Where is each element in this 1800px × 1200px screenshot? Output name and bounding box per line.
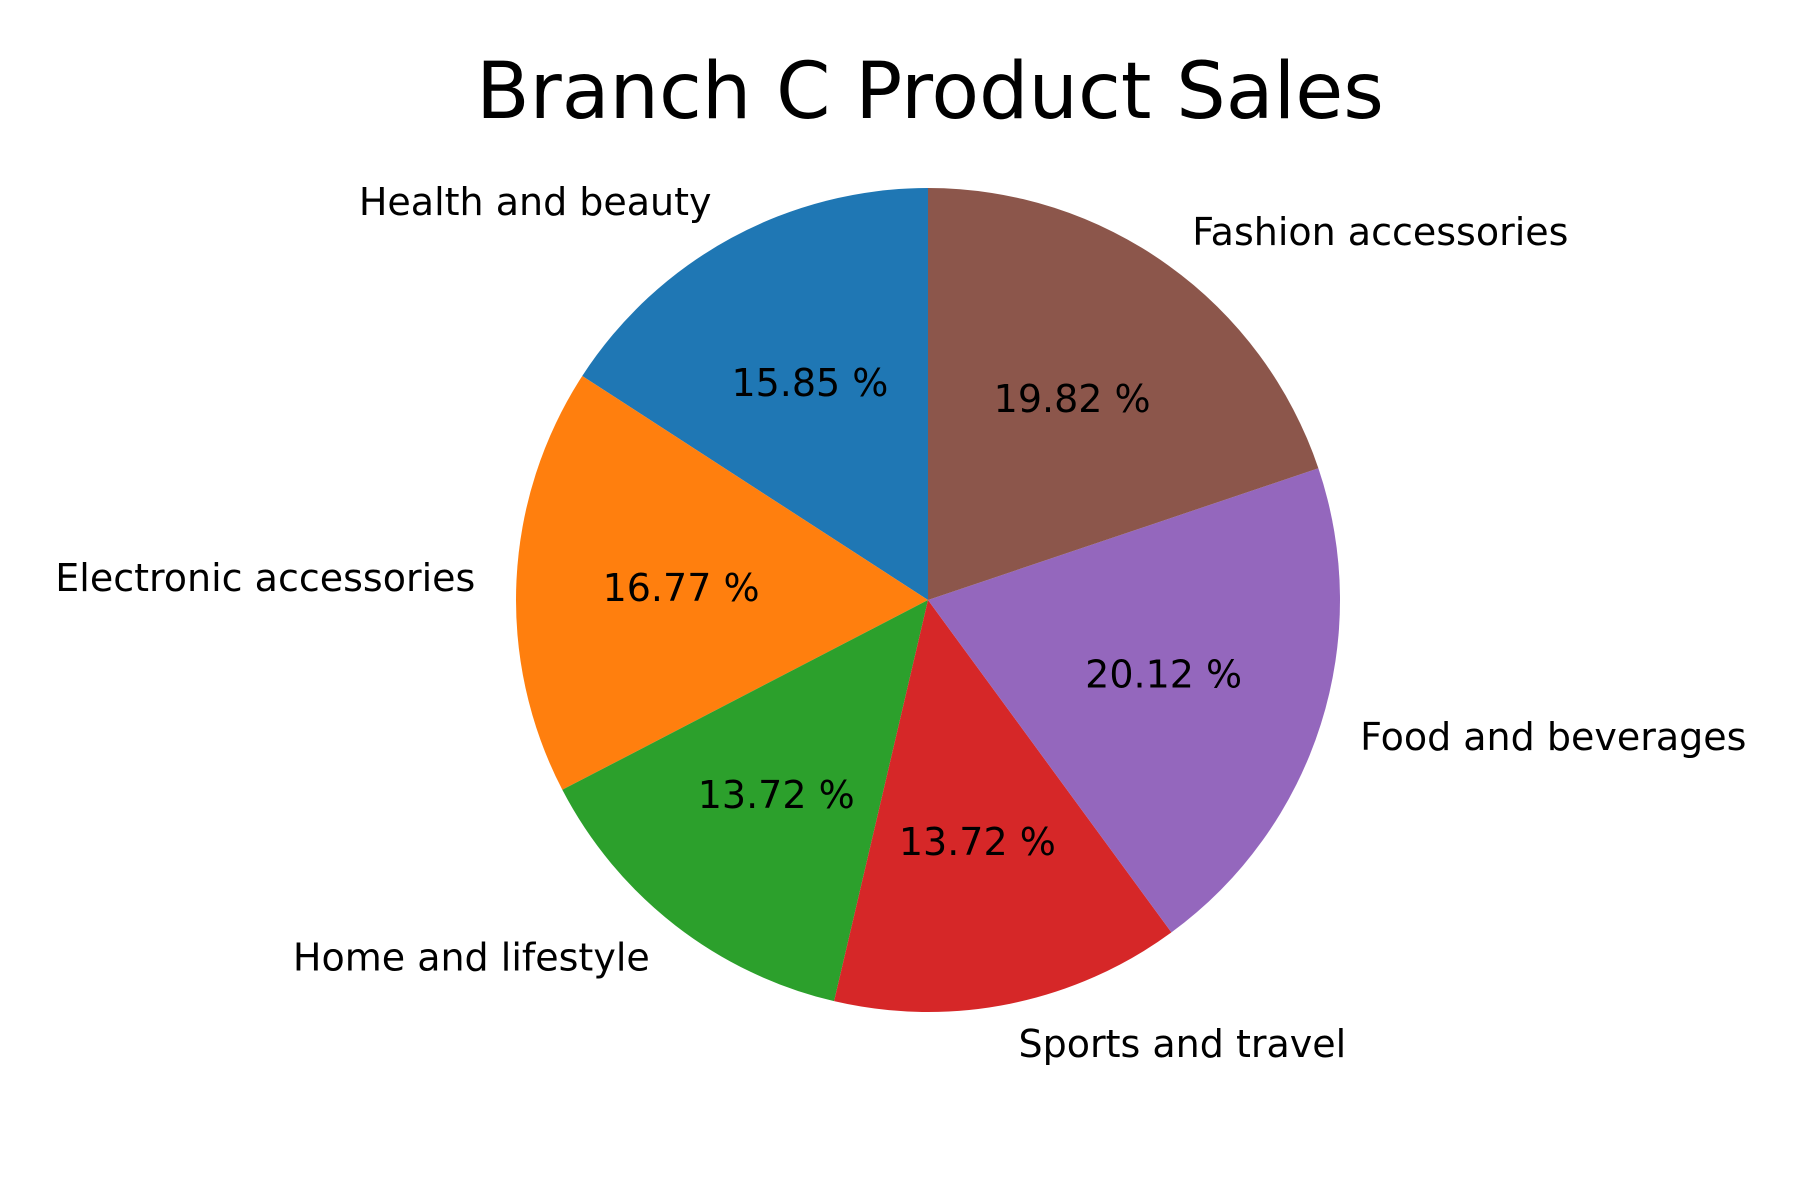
slice-label-fashion-accessories: Fashion accessories <box>1192 210 1568 254</box>
pie-slice-food-and-beverages <box>928 468 1340 933</box>
pct-label-sports-and-travel: 13.72 % <box>899 820 1056 864</box>
pie-slice-health-and-beauty <box>582 188 928 600</box>
pie-slice-sports-and-travel <box>834 600 1172 1012</box>
slice-label-electronic-accessories: Electronic accessories <box>55 556 475 600</box>
slice-label-sports-and-travel: Sports and travel <box>1019 1022 1347 1066</box>
pct-label-electronic-accessories: 16.77 % <box>603 566 760 610</box>
labels-layer: 15.85 % Health and beauty 16.77 % Electroni… <box>55 180 1746 1066</box>
pie-slice-home-and-lifestyle <box>562 600 928 1002</box>
pct-label-fashion-accessories: 19.82 % <box>994 377 1151 421</box>
pie-slice-fashion-accessories <box>928 188 1319 600</box>
pct-label-food-and-beverages: 20.12 % <box>1085 653 1242 697</box>
slices-layer <box>515 188 1340 1012</box>
slice-label-health-and-beauty: Health and beauty <box>359 180 712 224</box>
slice-label-food-and-beverages: Food and beverages <box>1360 715 1746 759</box>
chart-title: Branch C Product Sales <box>476 47 1384 137</box>
slice-label-home-and-lifestyle: Home and lifestyle <box>293 936 650 980</box>
pct-label-home-and-lifestyle: 13.72 % <box>698 773 855 817</box>
pie-slice-electronic-accessories <box>515 375 928 790</box>
pct-label-health-and-beauty: 15.85 % <box>731 361 888 405</box>
